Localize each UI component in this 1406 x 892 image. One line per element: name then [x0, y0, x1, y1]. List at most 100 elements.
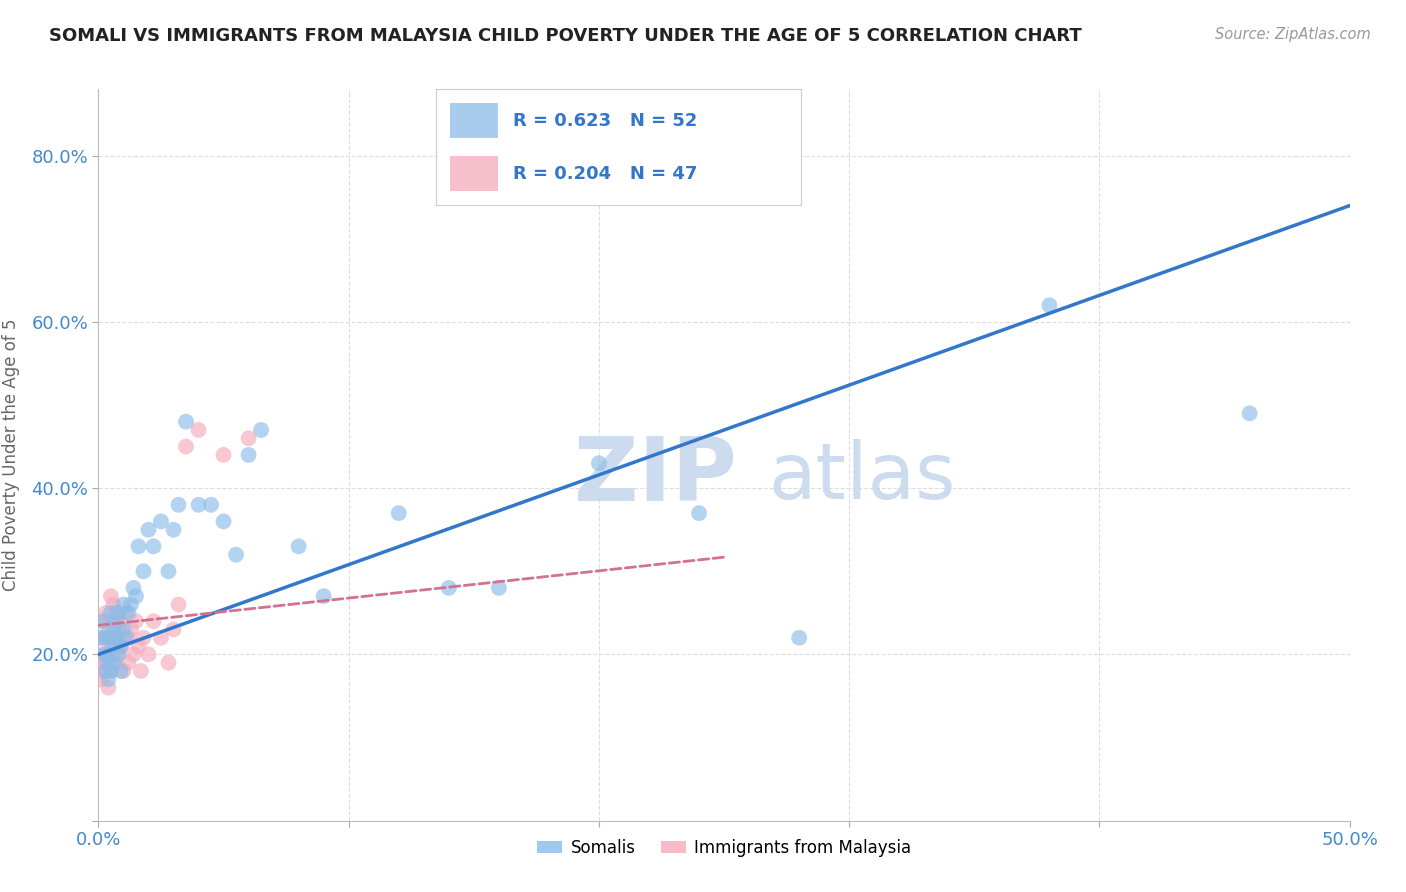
- Point: [174, 415, 197, 429]
- Point: [110, 664, 132, 678]
- Point: [110, 639, 132, 653]
- Point: [100, 589, 122, 603]
- Point: [122, 648, 145, 662]
- Text: R = 0.204   N = 47: R = 0.204 N = 47: [513, 165, 697, 183]
- Point: [104, 614, 127, 628]
- Point: [107, 606, 129, 620]
- Point: [104, 606, 127, 620]
- Point: [167, 598, 190, 612]
- Point: [117, 656, 139, 670]
- Point: [127, 539, 149, 553]
- Point: [187, 498, 209, 512]
- Point: [112, 664, 135, 678]
- Bar: [450, 156, 498, 191]
- Point: [287, 539, 309, 553]
- Point: [150, 631, 173, 645]
- Point: [93, 614, 115, 628]
- Point: [112, 631, 135, 645]
- Point: [90, 631, 112, 645]
- Point: [138, 523, 160, 537]
- Point: [162, 523, 184, 537]
- Point: [103, 623, 125, 637]
- Point: [93, 648, 115, 662]
- Point: [112, 598, 135, 612]
- Point: [100, 639, 122, 653]
- Point: [388, 506, 411, 520]
- Point: [93, 664, 115, 678]
- Point: [97, 648, 120, 662]
- Point: [97, 656, 120, 670]
- Point: [94, 606, 117, 620]
- Point: [312, 589, 335, 603]
- Point: [90, 673, 112, 687]
- Text: Source: ZipAtlas.com: Source: ZipAtlas.com: [1215, 27, 1371, 42]
- Point: [112, 623, 135, 637]
- Point: [110, 639, 132, 653]
- Point: [100, 664, 122, 678]
- Point: [107, 623, 129, 637]
- Bar: [450, 103, 498, 138]
- Point: [167, 498, 190, 512]
- Point: [94, 656, 117, 670]
- Point: [174, 440, 197, 454]
- Point: [115, 606, 138, 620]
- Point: [122, 581, 145, 595]
- Point: [103, 623, 125, 637]
- Point: [688, 506, 710, 520]
- Point: [103, 656, 125, 670]
- Point: [107, 648, 129, 662]
- Point: [187, 423, 209, 437]
- Point: [1038, 298, 1060, 312]
- Point: [212, 515, 235, 529]
- Point: [110, 614, 132, 628]
- Point: [93, 614, 115, 628]
- Point: [157, 564, 180, 578]
- Point: [250, 423, 273, 437]
- Point: [97, 673, 120, 687]
- Point: [437, 581, 460, 595]
- Point: [100, 664, 122, 678]
- Point: [150, 515, 173, 529]
- Point: [142, 539, 165, 553]
- Point: [93, 648, 115, 662]
- Point: [103, 648, 125, 662]
- Point: [212, 448, 235, 462]
- Point: [138, 648, 160, 662]
- Point: [104, 631, 127, 645]
- Point: [104, 631, 127, 645]
- Point: [117, 606, 139, 620]
- Text: atlas: atlas: [768, 439, 956, 515]
- Point: [129, 664, 152, 678]
- Point: [162, 623, 184, 637]
- Point: [120, 623, 142, 637]
- Point: [97, 623, 120, 637]
- Text: R = 0.623   N = 52: R = 0.623 N = 52: [513, 112, 697, 129]
- Point: [115, 631, 138, 645]
- Point: [225, 548, 247, 562]
- Point: [132, 631, 155, 645]
- Point: [94, 631, 117, 645]
- Point: [132, 564, 155, 578]
- Point: [157, 656, 180, 670]
- Point: [97, 648, 120, 662]
- Legend: Somalis, Immigrants from Malaysia: Somalis, Immigrants from Malaysia: [530, 832, 918, 863]
- Point: [94, 631, 117, 645]
- Text: ZIP: ZIP: [574, 434, 737, 520]
- Point: [238, 431, 260, 445]
- Point: [100, 631, 122, 645]
- Point: [103, 639, 125, 653]
- Point: [238, 448, 260, 462]
- Text: SOMALI VS IMMIGRANTS FROM MALAYSIA CHILD POVERTY UNDER THE AGE OF 5 CORRELATION : SOMALI VS IMMIGRANTS FROM MALAYSIA CHILD…: [49, 27, 1083, 45]
- Point: [94, 664, 117, 678]
- Point: [100, 606, 122, 620]
- Point: [120, 598, 142, 612]
- Point: [97, 681, 120, 695]
- Point: [107, 648, 129, 662]
- Point: [488, 581, 510, 595]
- Point: [90, 631, 112, 645]
- Point: [125, 614, 148, 628]
- Point: [588, 456, 610, 470]
- Point: [127, 639, 149, 653]
- Point: [117, 631, 139, 645]
- Point: [787, 631, 810, 645]
